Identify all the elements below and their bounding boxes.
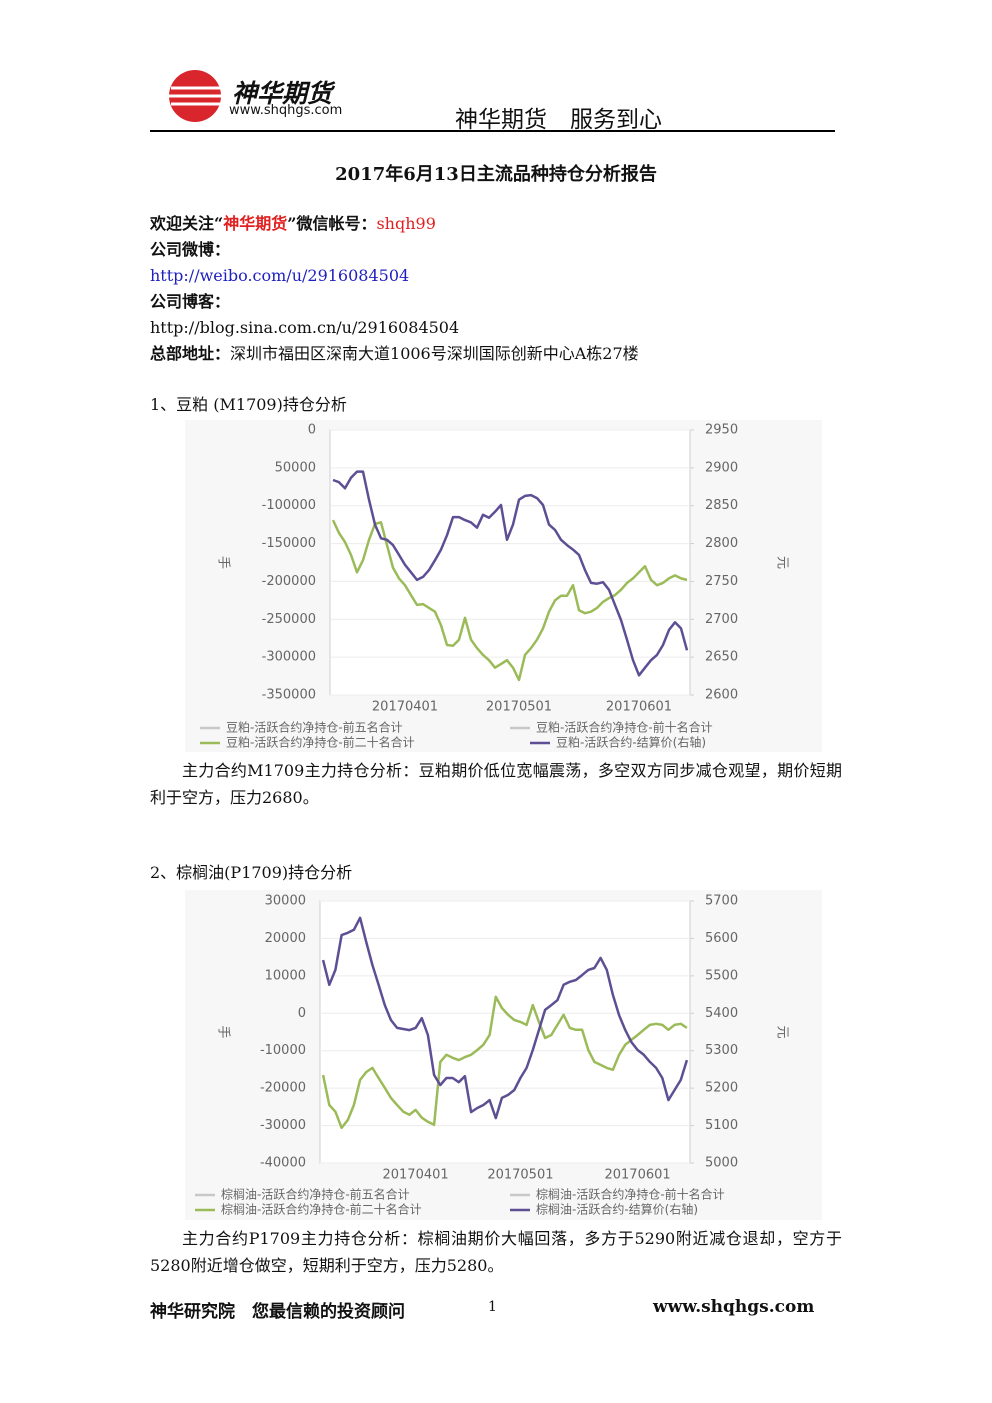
text: 神华期货 xyxy=(223,214,288,233)
logo-url: www.shqhgs.com xyxy=(229,103,343,118)
x-tick-label: 20170401 xyxy=(372,700,438,715)
x-tick-label: 20170501 xyxy=(487,1168,553,1183)
y2-tick-label: 5700 xyxy=(705,894,738,909)
y2-axis-label: 元 xyxy=(775,556,790,569)
logo-mark xyxy=(169,70,223,122)
wechat-id: shqh99 xyxy=(376,214,436,233)
y-axis-label: 手 xyxy=(216,1025,231,1038)
y-tick-label: -300000 xyxy=(262,650,316,665)
y2-axis-label: 元 xyxy=(775,1025,790,1038)
legend-label: 棕榈油-活跃合约-结算价(右轴) xyxy=(536,1202,698,1217)
series-line xyxy=(331,519,688,682)
legend-label: 棕榈油-活跃合约净持仓-前二十名合计 xyxy=(221,1202,422,1217)
y-tick-label: 10000 xyxy=(265,968,306,983)
y2-tick-label: 2900 xyxy=(705,460,738,475)
series-line xyxy=(321,995,688,1130)
y-tick-label: -150000 xyxy=(262,536,316,551)
y2-tick-label: 5200 xyxy=(705,1081,738,1096)
blog-url: http://blog.sina.com.cn/u/2916084504 xyxy=(150,318,460,337)
series-line xyxy=(332,470,689,677)
y2-tick-label: 2850 xyxy=(705,498,738,513)
y-tick-label: 20000 xyxy=(265,931,306,946)
y-tick-label: -30000 xyxy=(260,1118,306,1133)
logo-name: 神华期货 xyxy=(232,79,333,108)
x-tick-label: 20170401 xyxy=(382,1168,448,1183)
section-heading: 1、豆粕 (M1709)持仓分析 xyxy=(150,395,347,414)
legend-label: 豆粕-活跃合约净持仓-前十名合计 xyxy=(536,720,713,735)
y-tick-label: 0 xyxy=(298,1006,306,1021)
x-tick-label: 20170601 xyxy=(606,700,672,715)
text: ”微信帐号： xyxy=(287,214,377,233)
page-number: 1 xyxy=(488,1299,497,1315)
legend-label: 豆粕-活跃合约净持仓-前五名合计 xyxy=(226,720,403,735)
y2-tick-label: 2600 xyxy=(705,688,738,703)
y2-tick-label: 2650 xyxy=(705,650,738,665)
chart: 0 50000 -100000 -150000 -200000 -250000 -30000… xyxy=(185,420,822,752)
address: 深圳市福田区深南大道1006号深圳国际创新中心A栋27楼 xyxy=(230,344,639,363)
y-tick-label: -250000 xyxy=(262,612,316,627)
y-tick-label: -40000 xyxy=(260,1156,306,1171)
y2-tick-label: 5600 xyxy=(705,931,738,946)
y2-tick-label: 2700 xyxy=(705,612,738,627)
legend-label: 棕榈油-活跃合约净持仓-前十名合计 xyxy=(536,1187,725,1202)
y-tick-label: -20000 xyxy=(260,1081,306,1096)
x-tick-label: 20170501 xyxy=(486,700,552,715)
y-tick-label: 30000 xyxy=(265,894,306,909)
y2-tick-label: 2750 xyxy=(705,574,738,589)
y2-tick-label: 5400 xyxy=(705,1006,738,1021)
report-title: 2017年6月13日主流品种持仓分析报告 xyxy=(335,164,657,185)
y2-tick-label: 2800 xyxy=(705,536,738,551)
y-tick-label: -200000 xyxy=(262,574,316,589)
y-tick-label: -350000 xyxy=(262,688,316,703)
text: 欢迎关注“ xyxy=(150,214,224,233)
y2-tick-label: 5000 xyxy=(705,1156,738,1171)
footer-url: www.shqhgs.com xyxy=(653,1297,815,1317)
y-tick-label: -10000 xyxy=(260,1043,306,1058)
x-tick-label: 20170601 xyxy=(604,1168,670,1183)
section-heading: 2、棕榈油(P1709)持仓分析 xyxy=(150,863,353,882)
legend-label: 豆粕-活跃合约净持仓-前二十名合计 xyxy=(226,735,415,750)
y-tick-label: 0 xyxy=(308,423,316,438)
chart: 30000 20000 10000 0 -10000 -20000 -30000 -40000… xyxy=(185,890,822,1220)
slogan: 神华期货 服务到心 xyxy=(455,107,662,133)
y-tick-label: 50000 xyxy=(275,460,316,475)
header-rule xyxy=(150,130,835,132)
series-line xyxy=(321,916,689,1120)
y-tick-label: -100000 xyxy=(262,498,316,513)
wechat-line: 欢迎关注“神华期货”微信帐号：shqh99 xyxy=(150,213,436,235)
plot-area xyxy=(319,900,691,1164)
address-line: 总部地址：深圳市福田区深南大道1006号深圳国际创新中心A栋27楼 xyxy=(150,343,639,365)
text: 总部地址： xyxy=(150,344,231,363)
footer-left: 神华研究院 您最信赖的投资顾问 xyxy=(150,1302,405,1322)
legend-label: 棕榈油-活跃合约净持仓-前五名合计 xyxy=(221,1187,410,1202)
plot-area xyxy=(329,429,691,696)
weibo-label: 公司微博： xyxy=(150,240,231,259)
blog-label: 公司博客： xyxy=(150,292,231,311)
analysis: 主力合约M1709主力持仓分析：豆粕期价低位宽幅震荡，多空双方同步减仓观望，期价… xyxy=(150,761,842,807)
y2-tick-label: 5100 xyxy=(705,1118,738,1133)
weibo-link[interactable]: http://weibo.com/u/2916084504 xyxy=(150,266,410,285)
analysis: 主力合约P1709主力持仓分析：棕榈油期价大幅回落，多方于5290附近减仓退却，… xyxy=(150,1229,842,1275)
y2-tick-label: 2950 xyxy=(705,423,738,438)
y-axis-label: 手 xyxy=(216,556,231,569)
y2-tick-label: 5500 xyxy=(705,968,738,983)
y2-tick-label: 5300 xyxy=(705,1043,738,1058)
legend-label: 豆粕-活跃合约-结算价(右轴) xyxy=(556,735,706,750)
